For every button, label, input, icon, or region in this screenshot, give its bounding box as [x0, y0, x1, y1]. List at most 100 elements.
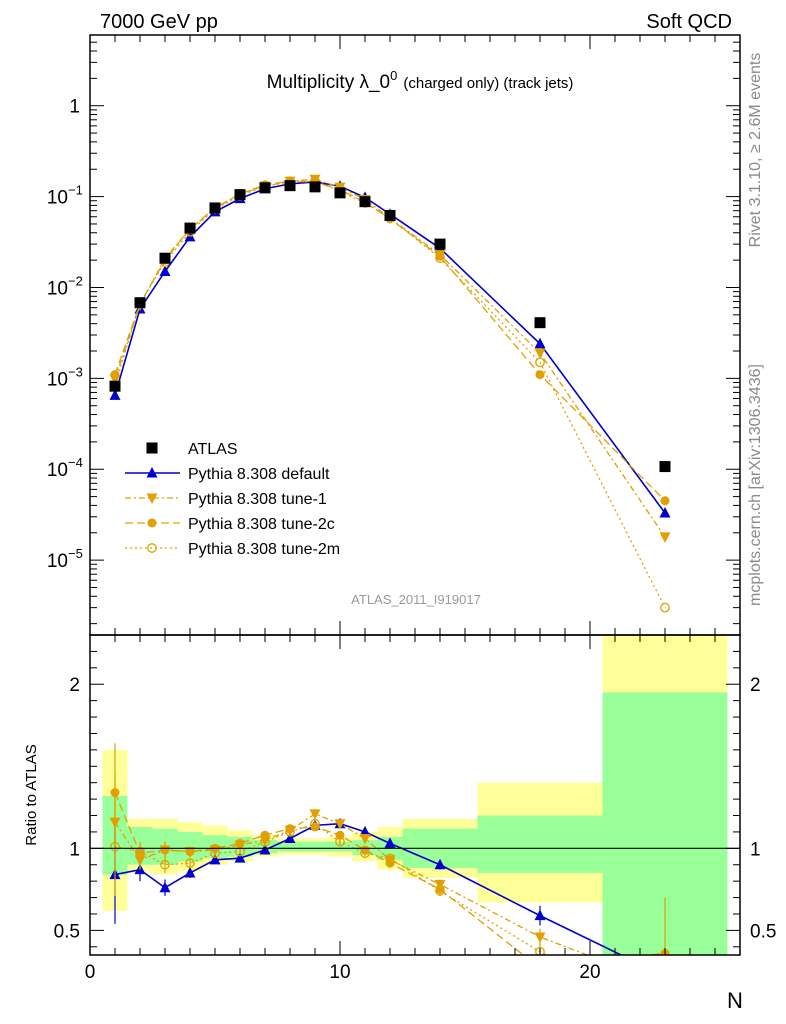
ratio-point-4-11: [385, 853, 395, 864]
ratio-point-1-5: [234, 852, 246, 863]
ratio-point-4-2: [160, 859, 170, 870]
main-panel-series: [109, 174, 671, 613]
ratio-point-1-4: [209, 853, 221, 865]
legend-label-2: Pythia 8.308 tune-1: [188, 491, 327, 508]
main-point-0-8: [309, 181, 321, 193]
ratio-point-4-6: [260, 836, 270, 847]
ratio-point-4-9: [335, 836, 345, 847]
main-line-1: [114, 181, 666, 514]
y-tick-label-main-3: 10: [47, 369, 68, 390]
chart-title-sup: 0: [390, 68, 397, 83]
ratio-point-2-9: [334, 819, 346, 830]
ratio-panel-series: [109, 743, 670, 955]
main-point-4-14: [660, 602, 670, 613]
main-point-1-14: [659, 506, 671, 518]
y-tick-exp-main-4: −4: [68, 455, 83, 470]
ratio-point-2-13: [534, 932, 546, 943]
main-point-4-13: [535, 357, 545, 368]
x-tick-label-0: 0: [85, 962, 96, 983]
ratio-uncertainty-bands: [102, 635, 728, 955]
header-left: 7000 GeV pp: [100, 11, 218, 33]
main-point-0-0: [109, 380, 121, 392]
y-tick-label-ratio-r-1: 1: [750, 839, 761, 860]
legend-marker-3: [147, 518, 157, 528]
legend-marker-2: [146, 493, 158, 504]
ratio-point-4-1: [135, 846, 145, 857]
ratio-point-3-11: [385, 858, 395, 868]
ratio-point-4-3: [185, 858, 195, 868]
ratio-point-1-11: [384, 837, 396, 848]
ratio-point-1-3: [184, 866, 196, 878]
main-point-0-12: [434, 238, 446, 250]
y-tick-label-ratio-r-2: 2: [750, 675, 761, 696]
legend-label-0: ATLAS: [188, 441, 238, 458]
ratio-point-4-4: [210, 848, 220, 859]
band-inner-10: [327, 841, 353, 852]
ratio-point-2-8: [309, 809, 321, 820]
analysis-label: ATLAS_2011_I919017: [351, 592, 481, 607]
side-label-top: Rivet 3.1.10, ≥ 2.6M events: [747, 53, 764, 248]
main-point-0-7: [284, 180, 296, 192]
main-point-0-10: [359, 196, 371, 208]
y-tick-label-ratio-l-1: 1: [69, 839, 80, 860]
x-tick-label-2: 20: [579, 962, 600, 983]
chart-title-main: Multiplicity λ_0: [267, 72, 391, 93]
ratio-point-2-10: [359, 833, 371, 845]
legend: ATLAS Pythia 8.308 default Pythia 8.308 tu…: [125, 441, 340, 558]
main-point-1-2: [159, 265, 171, 276]
main-point-0-9: [334, 187, 346, 199]
side-label-bottom: mcplots.cern.ch [arXiv:1306.3436]: [747, 364, 764, 606]
legend-marker-0: [146, 442, 158, 454]
main-point-0-3: [184, 222, 196, 234]
ratio-point-4-5: [235, 846, 245, 857]
ratio-point-1-7: [284, 832, 296, 843]
y-tick-label-main-2: 10: [47, 278, 68, 299]
band-inner-18: [477, 815, 603, 873]
ratio-point-3-6: [260, 830, 270, 840]
ratio-point-3-3: [185, 847, 195, 857]
main-point-2-14: [659, 532, 671, 543]
ratio-point-3-2: [160, 845, 170, 855]
main-point-0-6: [259, 182, 271, 194]
ratio-y-axis-label: Ratio to ATLAS: [23, 744, 40, 845]
legend-label-1: Pythia 8.308 default: [188, 466, 330, 483]
main-point-0-14: [659, 461, 671, 473]
ratio-point-3-9: [335, 830, 345, 840]
x-axis-label: N: [727, 988, 743, 1013]
y-tick-exp-main-1: −1: [68, 183, 83, 198]
legend-label-4: Pythia 8.308 tune-2m: [188, 541, 340, 558]
main-point-0-13: [534, 317, 546, 329]
y-tick-label-main-0: 1: [69, 97, 80, 118]
chart-title: Multiplicity λ_00 (charged only) (track j…: [267, 68, 574, 93]
ratio-point-3-0: [110, 788, 120, 798]
ratio-point-3-5: [235, 838, 245, 848]
chart-title-suffix: (charged only) (track jets): [403, 75, 573, 92]
y-tick-label-ratio-r-0: 0.5: [750, 921, 776, 942]
main-point-0-1: [134, 297, 146, 309]
ratio-point-4-10: [360, 848, 370, 859]
main-point-4-12: [435, 253, 445, 264]
y-tick-exp-main-3: −3: [68, 364, 83, 379]
main-point-0-5: [234, 189, 246, 201]
ratio-point-1-2: [159, 881, 171, 893]
main-point-0-2: [159, 252, 171, 264]
band-inner-9: [302, 841, 328, 852]
header-right: Soft QCD: [646, 11, 732, 33]
y-tick-label-main-1: 10: [47, 188, 68, 209]
y-tick-exp-main-5: −5: [68, 546, 83, 561]
ratio-point-1-13: [534, 909, 546, 921]
main-point-3-14: [660, 496, 670, 506]
ratio-point-1-6: [259, 843, 271, 855]
ratio-point-1-10: [359, 825, 371, 837]
y-tick-exp-main-2: −2: [68, 273, 83, 288]
legend-marker-1: [146, 467, 158, 478]
y-tick-label-main-5: 10: [47, 551, 68, 572]
legend-marker-4: [147, 543, 157, 553]
ratio-point-1-12: [434, 858, 446, 870]
x-tick-label-1: 10: [329, 962, 350, 983]
ratio-point-4-8: [310, 818, 320, 829]
main-line-2: [114, 178, 666, 538]
ratio-point-4-13: [535, 946, 545, 955]
